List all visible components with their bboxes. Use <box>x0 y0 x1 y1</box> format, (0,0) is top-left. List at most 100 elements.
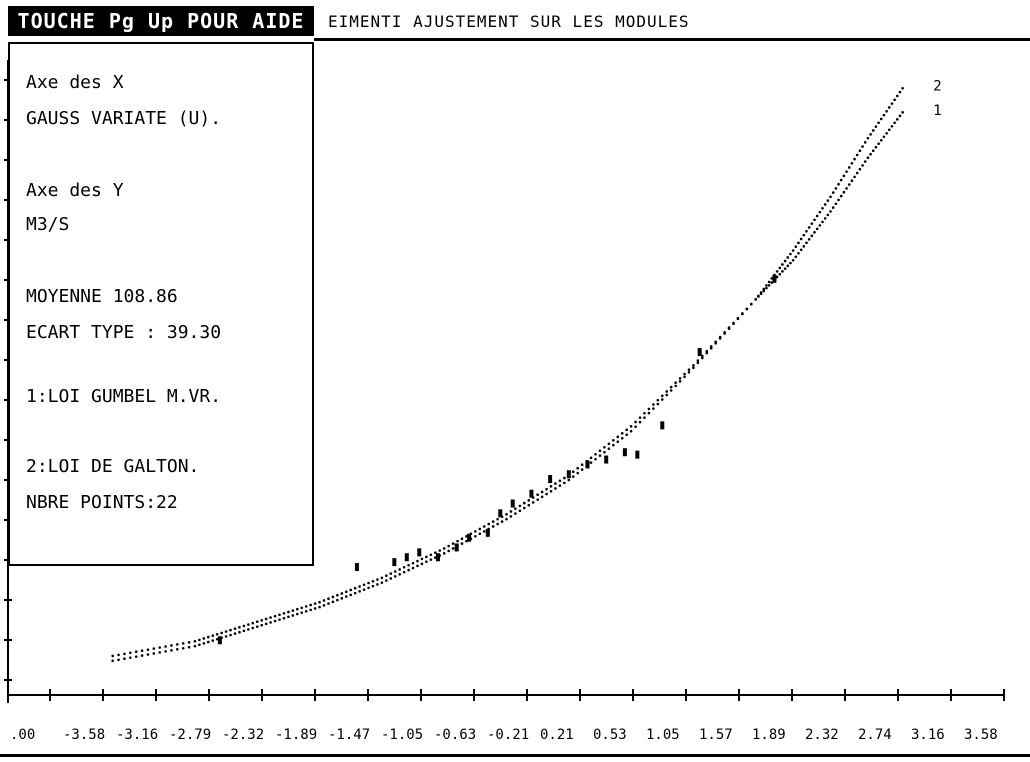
curve-1-point <box>187 641 191 644</box>
curve-1-point <box>385 574 388 577</box>
curve-1-point <box>304 605 308 608</box>
curve-2-point <box>625 433 628 437</box>
observation-point <box>635 450 640 459</box>
curve-1-point <box>478 527 482 531</box>
curve-1-point <box>831 206 835 209</box>
curve-1-point <box>612 439 615 442</box>
curve-2-point <box>810 222 814 225</box>
curve-2-point <box>723 332 726 335</box>
curve-1-point <box>358 585 361 588</box>
curve-1-point <box>491 520 495 523</box>
curve-2-point <box>385 579 388 582</box>
header-divider <box>314 38 1030 41</box>
curve-1-point <box>287 610 290 614</box>
curve-1-point <box>874 145 878 149</box>
curve-1-point <box>802 245 806 248</box>
curve-1-point <box>402 566 406 569</box>
curve-1-point <box>331 595 335 599</box>
curve-2-point <box>786 256 790 259</box>
curve-2-point <box>170 649 173 652</box>
curve-2-point <box>877 121 880 125</box>
curve-1-point <box>629 425 633 428</box>
chart-title: EIMENTI AJUSTEMENT SUR LES MODULES <box>328 12 690 31</box>
curve-1-point <box>762 289 766 293</box>
curve-2-point <box>536 498 539 501</box>
curve-2-point <box>202 642 206 645</box>
curve-1-point <box>220 631 223 635</box>
curve-1-point <box>362 583 366 587</box>
curve-2-point <box>451 547 455 550</box>
curve-2-point <box>264 622 268 626</box>
x-tick-label: 3.58 <box>964 727 998 743</box>
curve-2-point <box>775 270 779 273</box>
x-tick-label: 0.21 <box>540 727 574 743</box>
curve-2-point <box>407 568 410 572</box>
curve-1-point <box>616 435 620 439</box>
curve-2-point <box>327 602 330 605</box>
curve-1-point <box>514 507 517 510</box>
curve-2-point <box>869 133 872 136</box>
observation-point <box>510 499 515 508</box>
curve-2-point <box>416 564 419 568</box>
curve-2-point <box>206 640 210 644</box>
curve-1-point <box>509 510 513 513</box>
curve-2-point <box>111 659 114 663</box>
curve-1-point <box>674 381 677 385</box>
help-key-banner[interactable]: TOUCHE Pg Up POUR AIDE <box>8 6 314 36</box>
curve-1-point <box>429 553 433 557</box>
x-tick-label: -1.89 <box>275 727 317 743</box>
curve-2-point <box>799 237 803 241</box>
curve-2-point <box>783 259 787 263</box>
curve-1-point <box>678 377 682 380</box>
curve-2-point <box>616 440 620 443</box>
curve-2-point <box>433 556 437 559</box>
curve-1-point <box>866 156 870 159</box>
curve-1-point <box>767 284 771 287</box>
observation-point <box>404 553 409 562</box>
curve-2-point <box>193 644 197 648</box>
curve-2-point <box>794 245 798 248</box>
curve-1-point <box>425 555 428 559</box>
curve-1-point <box>783 267 787 270</box>
curve-1-point <box>146 648 150 651</box>
curve-1-point <box>117 653 120 657</box>
curve-1-point <box>877 142 880 146</box>
curve-1-point <box>393 570 397 573</box>
curve-2-point <box>807 226 811 229</box>
curve-2-point <box>815 214 819 218</box>
curve-2-point <box>805 230 808 233</box>
curve-1-point <box>794 255 798 259</box>
curve-1-point <box>407 563 410 567</box>
curve-2-point <box>371 584 375 588</box>
curve-1-point <box>607 442 611 446</box>
curve-2-point <box>696 361 700 365</box>
curve-2-point <box>714 342 717 345</box>
curve-2-point <box>767 280 771 284</box>
curve-1-point <box>176 643 179 646</box>
curve-1-point <box>264 617 268 621</box>
curve-2-point <box>465 539 468 543</box>
curve-2-point <box>629 429 633 433</box>
observation-point <box>529 489 534 498</box>
curve-1-point <box>656 398 660 402</box>
curve-2-point <box>291 614 295 617</box>
curve-2-point <box>893 98 896 102</box>
curve-2-point <box>821 206 824 210</box>
curve-1-point <box>775 275 779 279</box>
curve-1-point <box>847 183 851 186</box>
curve-1-point <box>885 131 888 135</box>
curve-2-point <box>273 619 277 623</box>
curve-2-point <box>895 94 899 98</box>
curve-1-point <box>652 403 655 406</box>
curve-1-point <box>625 428 628 432</box>
curve-1-point <box>660 394 664 398</box>
curve-1-point <box>238 626 241 629</box>
curve-2-point <box>571 475 575 478</box>
curve-2-point <box>709 346 713 350</box>
curve-2-point <box>251 626 255 630</box>
curve-2-point <box>309 608 312 612</box>
curve-2-point <box>527 503 531 507</box>
curve-2-point <box>123 657 126 661</box>
curve-2-point <box>855 153 859 157</box>
x-tick-label: 2.32 <box>805 727 839 743</box>
